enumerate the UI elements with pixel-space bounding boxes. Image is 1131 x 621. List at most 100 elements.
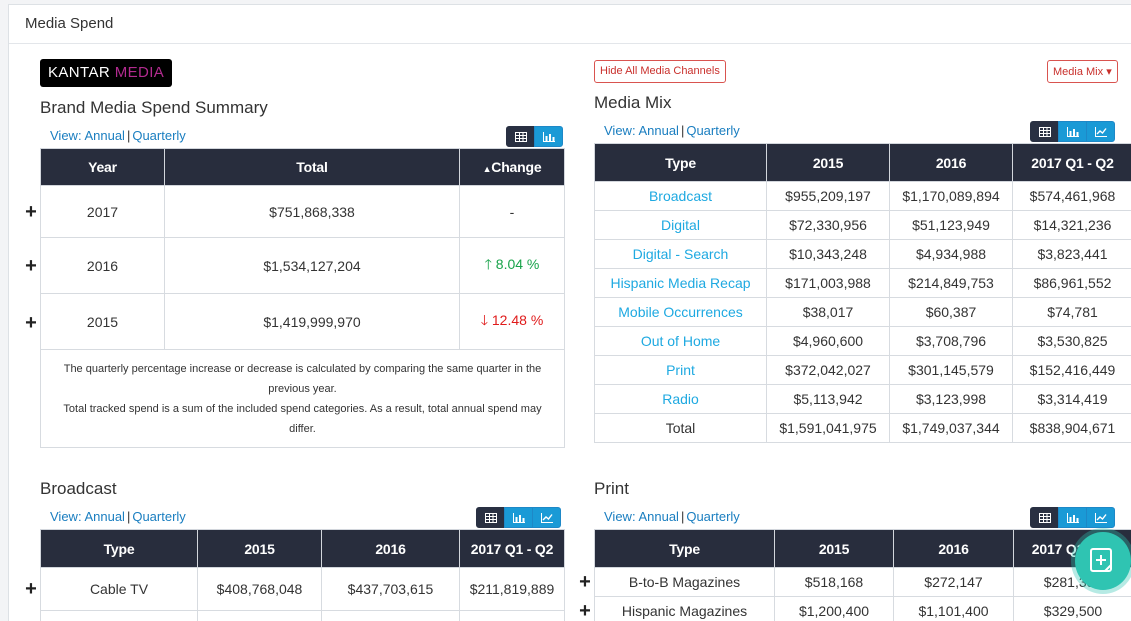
- channel-link-broadcast[interactable]: Broadcast: [594, 181, 767, 211]
- annual-link[interactable]: Annual: [84, 509, 125, 524]
- col-header-2015[interactable]: 2015: [766, 143, 890, 182]
- arrow-up-icon: 🡑: [484, 255, 492, 272]
- spend-note: The quarterly percentage increase or dec…: [40, 349, 565, 448]
- expand-row-b2b-magazines-icon[interactable]: +: [579, 571, 591, 593]
- line-chart-icon: [1094, 126, 1107, 137]
- line-chart-icon: [540, 512, 553, 523]
- col-header-type[interactable]: Type: [594, 529, 775, 568]
- table-view-button[interactable]: [476, 507, 505, 528]
- table-row: Hispanic Media Recap $171,003,988 $214,84…: [594, 268, 1131, 298]
- bar-chart-view-button[interactable]: [1058, 121, 1087, 142]
- table-row: B-to-B Magazines $518,168 $272,147 $281,…: [594, 567, 1131, 597]
- print-view-toggle: [1030, 507, 1115, 528]
- table-icon: [1038, 126, 1051, 137]
- quarterly-link[interactable]: Quarterly: [686, 123, 740, 138]
- change-down-value: 🡓 12.48 %: [459, 293, 565, 350]
- annual-link[interactable]: Annual: [638, 509, 679, 524]
- table-row: [40, 610, 565, 621]
- col-header-change[interactable]: ▲Change: [459, 148, 565, 186]
- print-table: Type 2015 2016 2017 Q1 - Q2 B-to-B Magaz…: [594, 529, 1131, 621]
- annual-link[interactable]: Annual: [84, 128, 125, 143]
- col-header-type[interactable]: Type: [594, 143, 767, 182]
- channel-link-radio[interactable]: Radio: [594, 384, 767, 414]
- table-icon: [514, 131, 527, 142]
- table-view-button[interactable]: [1030, 507, 1059, 528]
- col-header-2015[interactable]: 2015: [774, 529, 894, 568]
- bar-chart-icon: [512, 512, 525, 523]
- table-row: Radio $5,113,942 $3,123,998 $3,314,419: [594, 384, 1131, 414]
- channel-link-digital[interactable]: Digital: [594, 210, 767, 240]
- brand-summary-title: Brand Media Spend Summary: [40, 98, 268, 117]
- sort-asc-icon: ▲: [482, 164, 492, 174]
- quarterly-link[interactable]: Quarterly: [132, 509, 186, 524]
- table-row: Digital $72,330,956 $51,123,949 $14,321,23…: [594, 210, 1131, 240]
- col-header-2016[interactable]: 2016: [889, 143, 1013, 182]
- channel-link-mobile-occurrences[interactable]: Mobile Occurrences: [594, 297, 767, 327]
- col-header-year[interactable]: Year: [40, 148, 165, 186]
- bar-chart-view-button[interactable]: [1058, 507, 1087, 528]
- brand-summary-view-toggle: [506, 126, 563, 147]
- table-row: Mobile Occurrences $38,017 $60,387 $74,781: [594, 297, 1131, 327]
- table-view-button[interactable]: [506, 126, 535, 147]
- table-row: 2016 $1,534,127,204 🡑 8.04 %: [40, 237, 565, 294]
- col-header-2016[interactable]: 2016: [893, 529, 1014, 568]
- bar-chart-view-button[interactable]: [504, 507, 533, 528]
- bar-chart-view-button[interactable]: [534, 126, 563, 147]
- media-mix-table: Type 2015 2016 2017 Q1 - Q2 Broadcast $9…: [594, 143, 1131, 443]
- expand-row-2015-icon[interactable]: +: [25, 312, 37, 334]
- table-row: Print $372,042,027 $301,145,579 $152,416,4…: [594, 355, 1131, 385]
- media-mix-view-toggle: [1030, 121, 1115, 142]
- caret-down-icon: ▾: [1106, 66, 1112, 78]
- line-chart-view-button[interactable]: [1086, 507, 1115, 528]
- broadcast-title: Broadcast: [40, 479, 117, 498]
- col-header-2015[interactable]: 2015: [197, 529, 322, 568]
- print-title: Print: [594, 479, 629, 498]
- quarterly-link[interactable]: Quarterly: [132, 128, 186, 143]
- total-row: Total $1,591,041,975 $1,749,037,344 $838,9…: [594, 413, 1131, 443]
- table-row: Broadcast $955,209,197 $1,170,089,894 $574…: [594, 181, 1131, 211]
- broadcast-view-links: View: Annual | Quarterly: [50, 509, 186, 524]
- change-up-value: 🡑 8.04 %: [459, 237, 565, 294]
- channel-link-print[interactable]: Print: [594, 355, 767, 385]
- table-row: Hispanic Magazines $1,200,400 $1,101,400…: [594, 596, 1131, 621]
- media-spend-panel: Media Spend KANTAR MEDIA Brand Media Spe…: [8, 4, 1131, 621]
- table-row: Cable TV $408,768,048 $437,703,615 $211,…: [40, 567, 565, 611]
- quarterly-link[interactable]: Quarterly: [686, 509, 740, 524]
- print-view-links: View: Annual | Quarterly: [604, 509, 740, 524]
- annual-link[interactable]: Annual: [638, 123, 679, 138]
- expand-row-2016-icon[interactable]: +: [25, 255, 37, 277]
- media-mix-dropdown-button[interactable]: Media Mix ▾: [1047, 60, 1118, 83]
- bar-chart-icon: [542, 131, 555, 142]
- channel-link-out-of-home[interactable]: Out of Home: [594, 326, 767, 356]
- table-view-button[interactable]: [1030, 121, 1059, 142]
- broadcast-view-toggle: [476, 507, 561, 528]
- col-header-type[interactable]: Type: [40, 529, 198, 568]
- arrow-down-icon: 🡓: [480, 311, 488, 328]
- hide-all-media-channels-button[interactable]: Hide All Media Channels: [594, 60, 726, 83]
- expand-row-cable-tv-icon[interactable]: +: [25, 578, 37, 600]
- kantar-media-logo: KANTAR MEDIA: [40, 59, 172, 87]
- add-note-floating-button[interactable]: [1075, 532, 1131, 590]
- table-row: 2015 $1,419,999,970 🡓 12.48 %: [40, 293, 565, 350]
- line-chart-icon: [1094, 512, 1107, 523]
- media-mix-view-links: View: Annual | Quarterly: [604, 123, 740, 138]
- expand-row-2017-icon[interactable]: +: [25, 201, 37, 223]
- line-chart-view-button[interactable]: [532, 507, 561, 528]
- expand-row-hispanic-magazines-icon[interactable]: +: [579, 600, 591, 621]
- page-title: Media Spend: [9, 5, 1131, 44]
- line-chart-view-button[interactable]: [1086, 121, 1115, 142]
- brand-summary-table: Year Total ▲Change 2017 $751,868,338 - 2…: [40, 148, 565, 448]
- col-header-2016[interactable]: 2016: [321, 529, 460, 568]
- table-row: Digital - Search $10,343,248 $4,934,988 $3…: [594, 239, 1131, 269]
- col-header-total[interactable]: Total: [164, 148, 460, 186]
- channel-link-hispanic-media-recap[interactable]: Hispanic Media Recap: [594, 268, 767, 298]
- table-icon: [1038, 512, 1051, 523]
- broadcast-table: Type 2015 2016 2017 Q1 - Q2 Cable TV $40…: [40, 529, 565, 621]
- col-header-2017[interactable]: 2017 Q1 - Q2: [1012, 143, 1131, 182]
- col-header-2017[interactable]: 2017 Q1 - Q2: [459, 529, 565, 568]
- channel-link-digital-search[interactable]: Digital - Search: [594, 239, 767, 269]
- table-row: Out of Home $4,960,600 $3,708,796 $3,530,8…: [594, 326, 1131, 356]
- add-note-icon: [1090, 548, 1112, 572]
- media-mix-title: Media Mix: [594, 93, 672, 112]
- table-icon: [484, 512, 497, 523]
